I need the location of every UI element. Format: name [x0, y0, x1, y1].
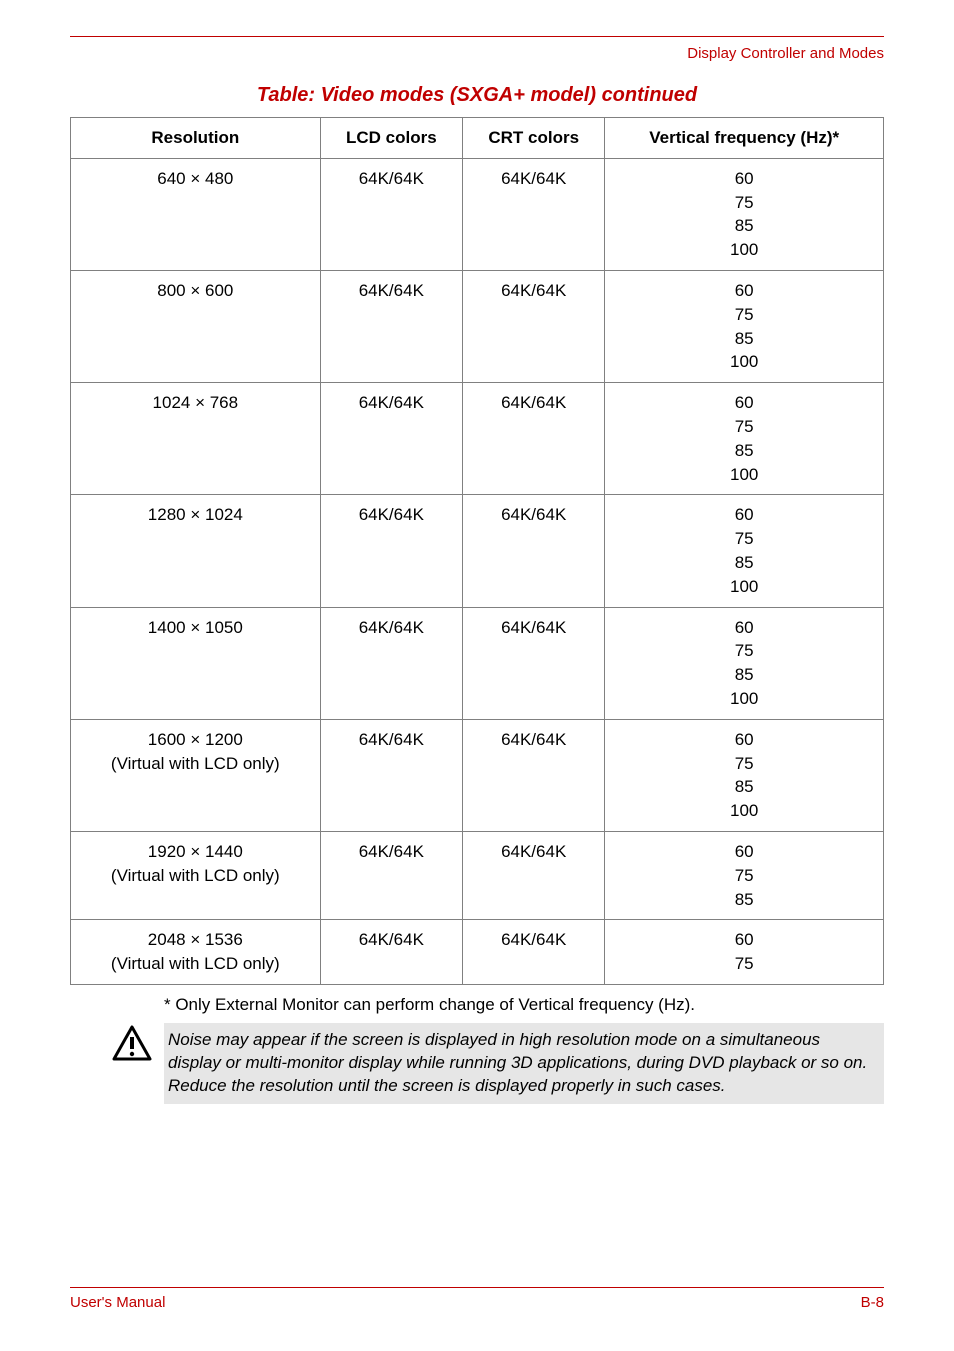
table-cell: 60 75 85 100 — [605, 270, 884, 382]
table-cell: 60 75 85 100 — [605, 495, 884, 607]
table-cell: 60 75 — [605, 920, 884, 985]
col-crt-colors: CRT colors — [463, 118, 605, 159]
table-cell: 64K/64K — [320, 495, 462, 607]
table-cell: 640 × 480 — [71, 158, 321, 270]
table-cell: 64K/64K — [320, 270, 462, 382]
table-cell: 64K/64K — [320, 920, 462, 985]
note-text: Noise may appear if the screen is displa… — [164, 1023, 884, 1104]
header-rule — [70, 36, 884, 37]
table-cell: 1280 × 1024 — [71, 495, 321, 607]
table-cell: 64K/64K — [463, 383, 605, 495]
table-cell: 60 75 85 100 — [605, 158, 884, 270]
table-title: Table: Video modes (SXGA+ model) continu… — [70, 84, 884, 107]
table-cell: 64K/64K — [320, 607, 462, 719]
table-row: 1400 × 105064K/64K64K/64K60 75 85 100 — [71, 607, 884, 719]
table-header-row: Resolution LCD colors CRT colors Vertica… — [71, 118, 884, 159]
table-row: 1024 × 76864K/64K64K/64K60 75 85 100 — [71, 383, 884, 495]
footer-rule — [70, 1287, 884, 1288]
table-cell: 1400 × 1050 — [71, 607, 321, 719]
note-row: Noise may appear if the screen is displa… — [112, 1023, 884, 1104]
table-row: 1600 × 1200 (Virtual with LCD only)64K/6… — [71, 719, 884, 831]
table-cell: 800 × 600 — [71, 270, 321, 382]
table-cell: 64K/64K — [320, 831, 462, 919]
table-cell: 64K/64K — [463, 920, 605, 985]
table-body: 640 × 48064K/64K64K/64K60 75 85 100800 ×… — [71, 158, 884, 984]
table-cell: 1024 × 768 — [71, 383, 321, 495]
table-row: 800 × 60064K/64K64K/64K60 75 85 100 — [71, 270, 884, 382]
table-cell: 2048 × 1536 (Virtual with LCD only) — [71, 920, 321, 985]
table-row: 2048 × 1536 (Virtual with LCD only)64K/6… — [71, 920, 884, 985]
table-cell: 64K/64K — [463, 495, 605, 607]
col-vertical-frequency: Vertical frequency (Hz)* — [605, 118, 884, 159]
col-lcd-colors: LCD colors — [320, 118, 462, 159]
table-cell: 60 75 85 — [605, 831, 884, 919]
table-cell: 64K/64K — [463, 719, 605, 831]
table-cell: 64K/64K — [463, 607, 605, 719]
table-cell: 64K/64K — [320, 719, 462, 831]
col-resolution: Resolution — [71, 118, 321, 159]
table-cell: 60 75 85 100 — [605, 607, 884, 719]
table-cell: 1920 × 1440 (Virtual with LCD only) — [71, 831, 321, 919]
table-cell: 64K/64K — [463, 158, 605, 270]
table-cell: 64K/64K — [463, 831, 605, 919]
footer-left: User's Manual — [70, 1294, 165, 1311]
table-cell: 64K/64K — [320, 383, 462, 495]
table-row: 640 × 48064K/64K64K/64K60 75 85 100 — [71, 158, 884, 270]
header-section-label: Display Controller and Modes — [70, 45, 884, 62]
table-cell: 60 75 85 100 — [605, 383, 884, 495]
video-modes-table: Resolution LCD colors CRT colors Vertica… — [70, 117, 884, 985]
warning-icon — [112, 1025, 152, 1066]
table-row: 1280 × 102464K/64K64K/64K60 75 85 100 — [71, 495, 884, 607]
table-cell: 1600 × 1200 (Virtual with LCD only) — [71, 719, 321, 831]
table-cell: 64K/64K — [320, 158, 462, 270]
footer-right: B-8 — [861, 1294, 884, 1311]
table-cell: 64K/64K — [463, 270, 605, 382]
page-footer: User's Manual B-8 — [70, 1287, 884, 1311]
table-row: 1920 × 1440 (Virtual with LCD only)64K/6… — [71, 831, 884, 919]
table-footnote: * Only External Monitor can perform chan… — [164, 995, 884, 1015]
table-cell: 60 75 85 100 — [605, 719, 884, 831]
